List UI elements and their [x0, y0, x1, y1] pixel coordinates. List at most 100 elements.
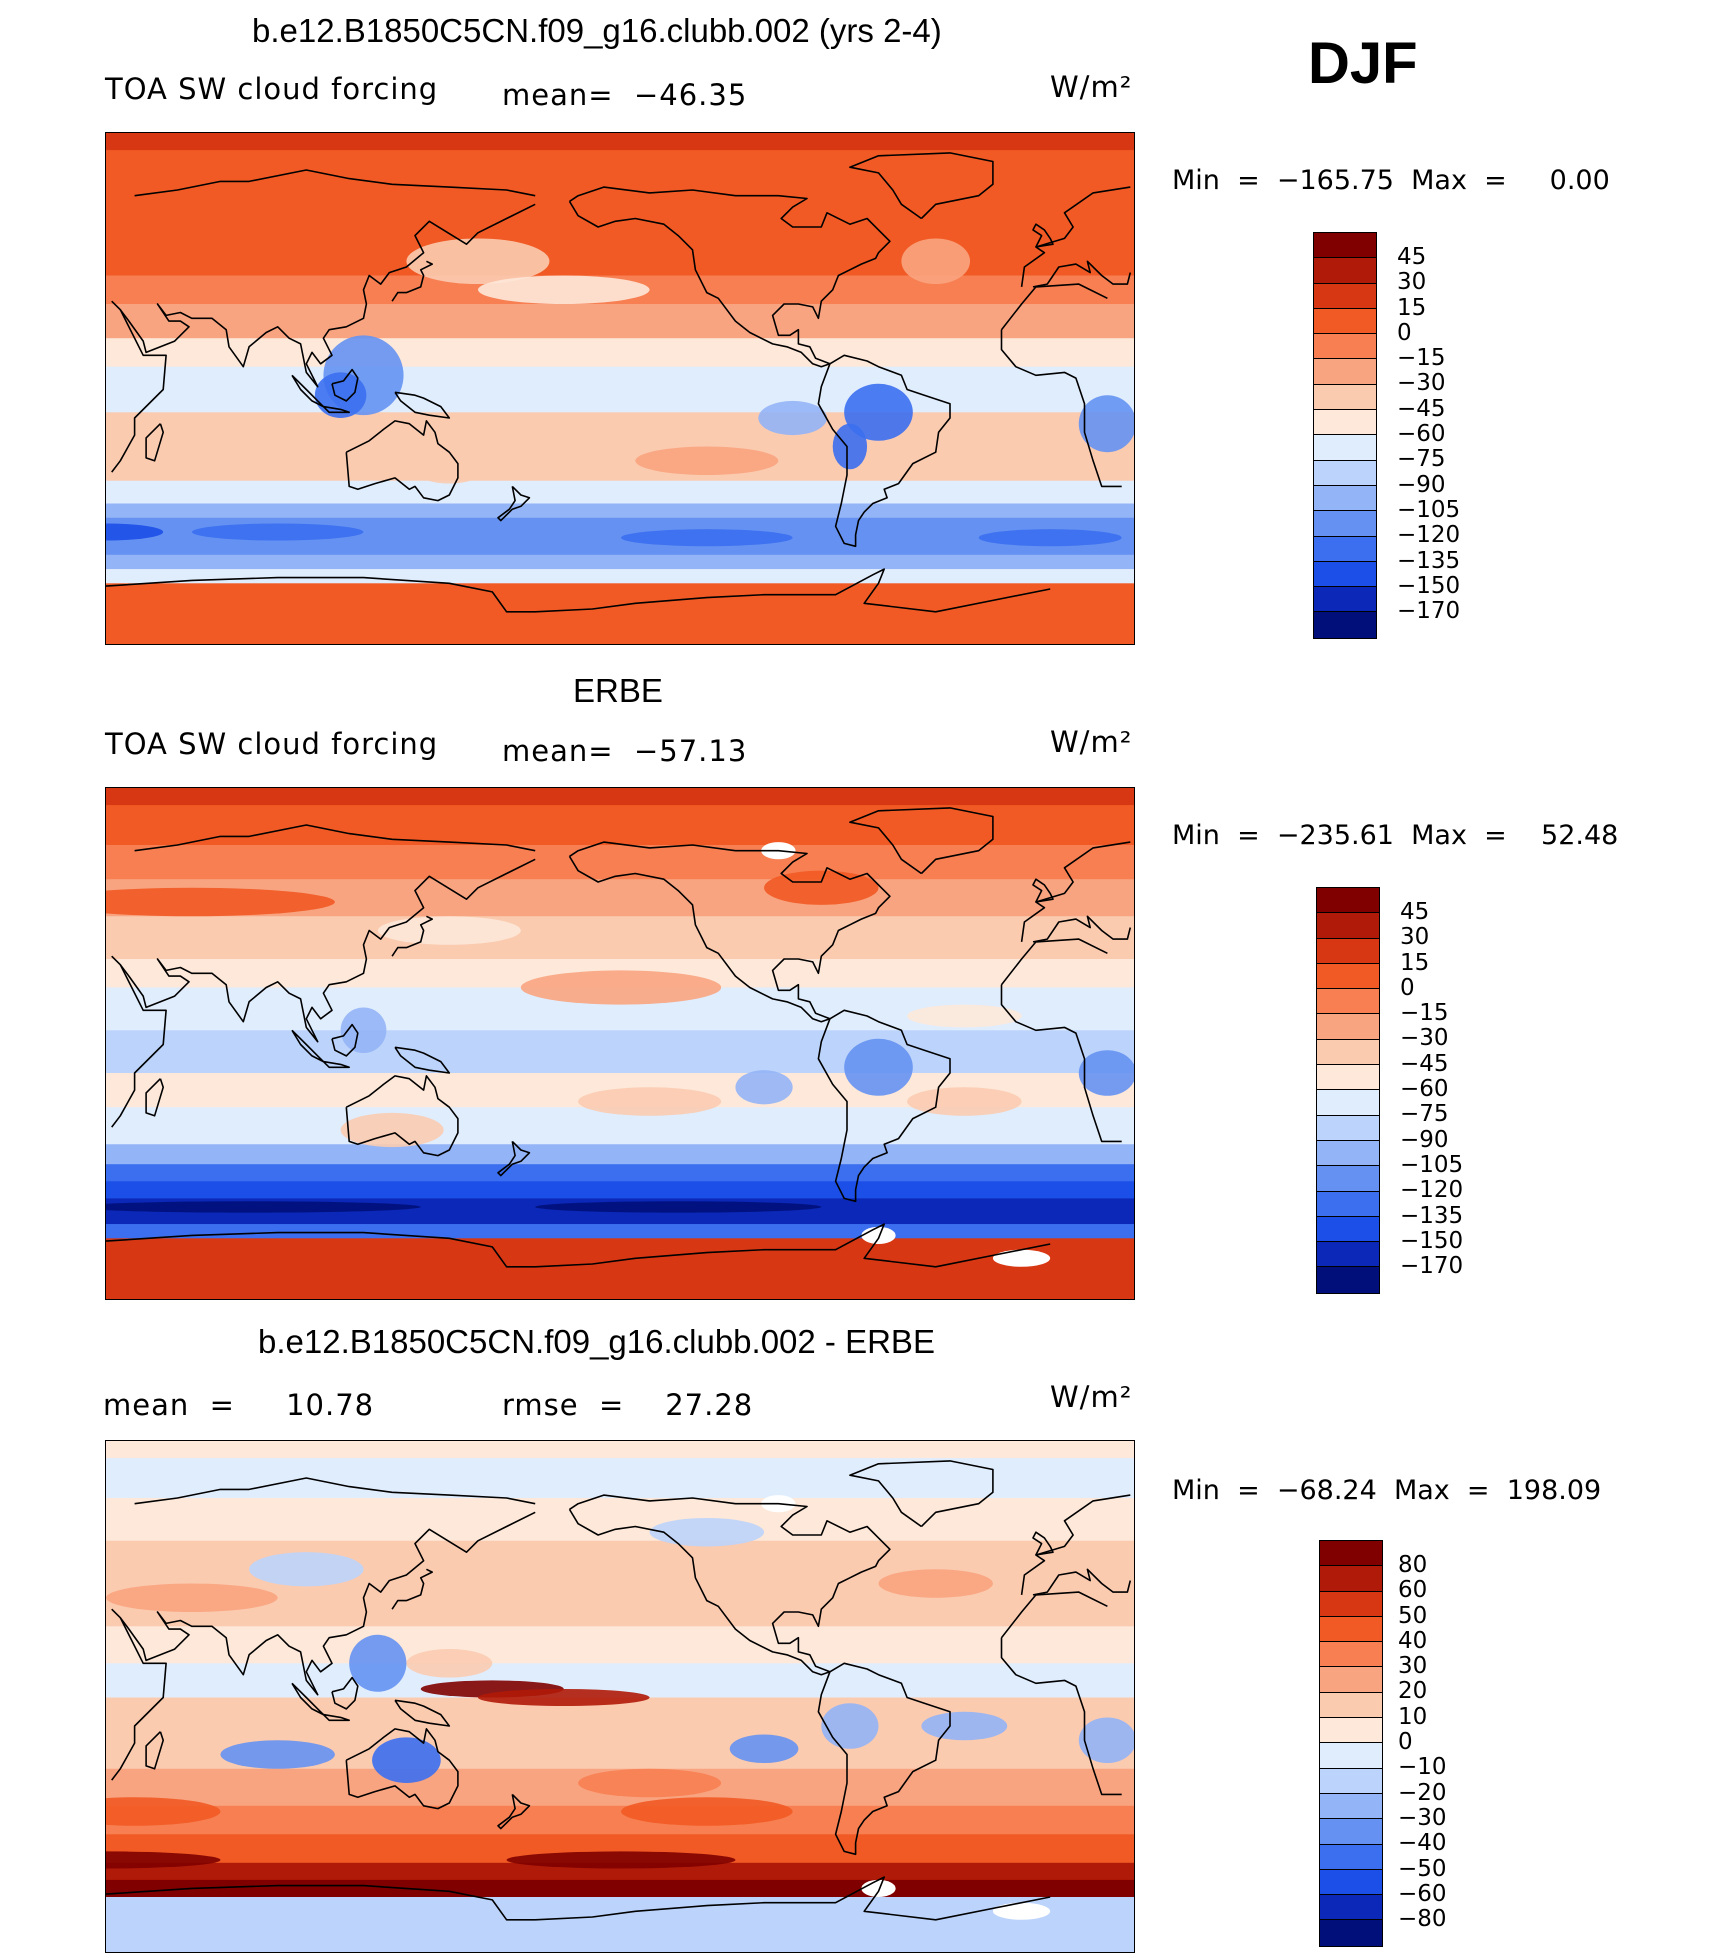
coastline [394, 391, 451, 419]
colorbar-tick-label: 45 [1397, 244, 1427, 270]
field-feature [477, 1688, 650, 1707]
colorbar-tick-label: −45 [1400, 1050, 1449, 1077]
field-feature [340, 1112, 444, 1148]
field-band [106, 1626, 1134, 1664]
field-feature [406, 1649, 493, 1678]
field-band [106, 1441, 1134, 1459]
colorbar-tick-label: −135 [1397, 547, 1461, 574]
panel3-mean-label: mean = 10.78 [103, 1388, 375, 1422]
colorbar-swatch [1320, 1819, 1382, 1845]
coastline [1032, 1568, 1132, 1596]
field-feature [735, 1070, 793, 1105]
colorbar-tick-label: −30 [1400, 1025, 1449, 1052]
field-feature [106, 523, 164, 541]
colorbar-swatch [1317, 938, 1379, 964]
coastline [817, 354, 951, 548]
field-band [106, 1224, 1134, 1239]
coastline [817, 1662, 951, 1856]
coastline [345, 420, 459, 502]
colorbar-tick-label: 50 [1398, 1602, 1428, 1629]
colorbar-swatch [1320, 1793, 1382, 1820]
colorbar-tick-label: −75 [1397, 446, 1446, 473]
map-field [106, 788, 1134, 1299]
field-band [106, 583, 1134, 644]
field-band [106, 1897, 1134, 1952]
field-feature [844, 1038, 913, 1096]
colorbar-tick-label: 0 [1400, 974, 1415, 1001]
panel3-map-svg [106, 1441, 1134, 1952]
coastline [134, 824, 1131, 943]
coastline [849, 807, 994, 875]
coastline [106, 1876, 1051, 1921]
colorbar-tick-label: −80 [1398, 1906, 1447, 1933]
panel1-colorbar-labels: 45 30 15 0 −15 −30 −45 −60 −75 −90 −105 −120 −135 −15… [1397, 244, 1461, 625]
colorbar-tick-label: −170 [1397, 598, 1461, 625]
coastline [1032, 223, 1054, 248]
field-feature [1078, 395, 1134, 453]
coastlines [106, 1460, 1132, 1921]
field-feature [635, 446, 779, 475]
colorbar-tick-label: −75 [1400, 1101, 1449, 1128]
coastline [119, 203, 536, 388]
colorbar-swatch [1314, 561, 1376, 588]
colorbar-swatch [1314, 283, 1376, 309]
colorbar-swatch [1320, 1667, 1382, 1693]
field-feature [191, 523, 364, 541]
colorbar-swatch [1317, 888, 1379, 914]
field-band [106, 366, 1134, 413]
colorbar-swatch [1314, 460, 1376, 486]
map-field [106, 133, 1134, 644]
coastline [568, 1494, 891, 1676]
field-band [106, 1144, 1134, 1165]
colorbar-swatch [1317, 963, 1379, 990]
coastlines [106, 152, 1132, 613]
colorbar-tick-label: −120 [1400, 1177, 1464, 1204]
coastline [497, 485, 531, 522]
field-feature [535, 418, 707, 447]
field-feature [372, 1737, 441, 1783]
colorbar-swatch [1320, 1692, 1382, 1719]
coastline [134, 1477, 1131, 1596]
panel2-map-svg [106, 788, 1134, 1299]
colorbar-tick-label: 60 [1398, 1577, 1428, 1604]
panel2-title: ERBE [573, 672, 663, 709]
colorbar-swatch [1317, 1216, 1379, 1243]
colorbar-swatch [1320, 1844, 1382, 1870]
panel1-map [105, 132, 1135, 645]
coastline [106, 568, 1051, 613]
colorbar-tick-label: 0 [1398, 1729, 1413, 1756]
field-feature [220, 1740, 335, 1769]
season-label: DJF [1308, 31, 1418, 96]
coastline [391, 1568, 433, 1610]
colorbar-tick-label: 30 [1400, 924, 1430, 951]
colorbar-swatch [1320, 1591, 1382, 1617]
colorbar-swatch [1314, 359, 1376, 385]
field-feature [106, 1201, 421, 1213]
colorbar-swatch [1320, 1616, 1382, 1643]
missing-data-patch [992, 1902, 1051, 1920]
coastlines [106, 807, 1132, 1268]
missing-data-patch [861, 1226, 896, 1244]
coastline [345, 1728, 459, 1810]
colorbar-tick-label: 40 [1398, 1627, 1428, 1654]
coastline [145, 1078, 164, 1117]
colorbar-swatch [1314, 258, 1376, 284]
panel2-colorbar [1316, 887, 1380, 1294]
field-band [106, 1164, 1134, 1182]
colorbar-tick-label: 30 [1398, 1653, 1428, 1680]
colorbar-swatch [1314, 308, 1376, 335]
field-feature [340, 1007, 387, 1054]
colorbar-tick-label: −60 [1400, 1076, 1449, 1103]
panel1-min-max: Min = −165.75 Max = 0.00 [1172, 165, 1610, 196]
field-feature [1078, 1717, 1134, 1764]
colorbar-swatch [1317, 1191, 1379, 1217]
colorbar-tick-label: −30 [1398, 1804, 1447, 1831]
colorbar-tick-label: −40 [1398, 1830, 1447, 1857]
field-band [106, 133, 1134, 151]
field-feature [349, 1634, 407, 1692]
field-band [106, 1862, 1134, 1881]
field-feature [921, 1711, 1008, 1741]
field-feature [649, 1517, 765, 1547]
field-band [106, 1238, 1134, 1299]
colorbar-tick-label: 15 [1400, 949, 1430, 976]
